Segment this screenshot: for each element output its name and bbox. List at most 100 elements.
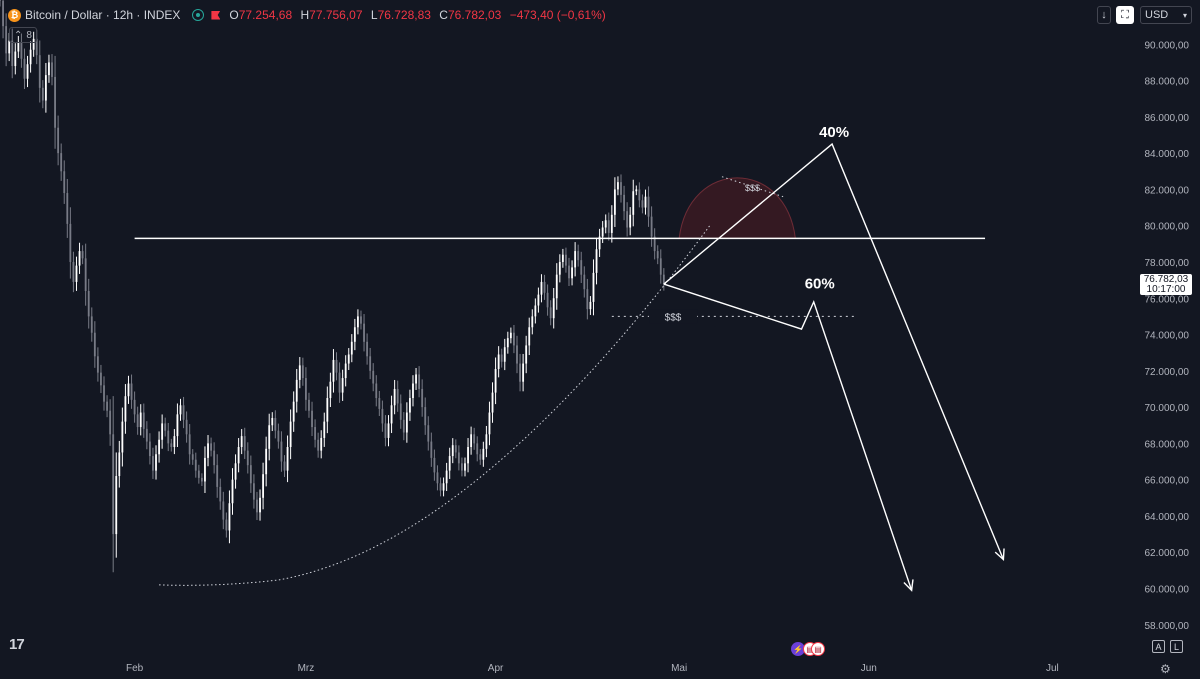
- flag-icon[interactable]: [211, 10, 221, 20]
- candle-body: [360, 316, 362, 324]
- candle-body: [51, 62, 53, 77]
- candle-body: [341, 378, 344, 393]
- candle-body: [262, 474, 265, 498]
- candle-body: [589, 301, 592, 310]
- candle-body: [200, 477, 203, 482]
- us-flag-icon-2[interactable]: ▤: [811, 642, 825, 656]
- candle-body: [503, 347, 506, 362]
- candle-body: [60, 153, 63, 172]
- log-scale-button[interactable]: L: [1170, 640, 1183, 653]
- candle-body: [0, 0, 1, 1]
- candle-body: [470, 434, 473, 448]
- candle-body: [133, 399, 136, 415]
- candle-body: [155, 454, 157, 471]
- candle-body: [81, 251, 84, 259]
- candle-body: [292, 401, 295, 422]
- candle-body: [164, 423, 167, 431]
- indicator-toggle[interactable]: ⌃ 8: [9, 27, 37, 43]
- candle-body: [93, 332, 96, 357]
- candle-body: [476, 443, 479, 455]
- high-value: 77.756,07: [309, 8, 363, 22]
- candle-body: [66, 193, 69, 224]
- candle-body: [148, 441, 151, 457]
- x-tick-label: Jun: [861, 663, 877, 674]
- candle-body: [152, 456, 154, 471]
- candle-body: [369, 356, 372, 371]
- candle-body: [555, 274, 558, 299]
- candle-body: [516, 345, 518, 364]
- candle-body: [188, 434, 191, 455]
- currency-select[interactable]: USD ▾: [1140, 6, 1192, 24]
- candle-body: [338, 372, 341, 393]
- candle-body: [240, 436, 243, 448]
- candle-body: [32, 38, 35, 50]
- candle-body: [219, 486, 222, 502]
- candle-body: [87, 290, 90, 317]
- candle-body: [301, 365, 304, 379]
- candle-body: [63, 171, 66, 194]
- candle-body: [623, 194, 625, 212]
- candle-body: [537, 294, 540, 306]
- candle-body: [204, 457, 206, 482]
- candle-body: [90, 316, 93, 333]
- candle-body: [246, 450, 249, 466]
- candle-body: [506, 338, 509, 348]
- candle-body: [210, 443, 212, 451]
- candle-body: [412, 383, 414, 399]
- candle-body: [583, 274, 586, 290]
- candle-body: [378, 398, 381, 409]
- candle-body: [161, 423, 164, 440]
- candle-body: [216, 465, 219, 487]
- candle-body: [35, 38, 38, 56]
- liquidity-label: $$$: [665, 312, 682, 323]
- chart-header: ₿ Bitcoin / Dollar · 12h · INDEX O77.254…: [8, 6, 611, 24]
- auto-scale-button[interactable]: A: [1152, 640, 1165, 653]
- candle-body: [549, 307, 552, 319]
- candle-body: [265, 448, 268, 475]
- chevron-down-icon: ▾: [1182, 10, 1187, 20]
- candle-body: [534, 305, 537, 317]
- bitcoin-icon: ₿: [8, 8, 21, 22]
- y-tick-label: 72.000,00: [1145, 367, 1190, 378]
- candle-body: [38, 55, 41, 88]
- candle-body: [289, 421, 292, 448]
- candle-body: [519, 363, 521, 382]
- candle-body: [167, 430, 170, 444]
- candle-body: [415, 374, 417, 384]
- y-tick-label: 76.000,00: [1145, 294, 1190, 305]
- dome-liquidity-line: [721, 176, 784, 198]
- event-icon[interactable]: ⚡: [791, 642, 805, 656]
- candle-body: [127, 383, 130, 397]
- x-tick-label: Mai: [671, 663, 687, 674]
- scenario-up-path: [663, 142, 1005, 560]
- y-tick-label: 82.000,00: [1145, 185, 1190, 196]
- candle-body: [228, 503, 231, 531]
- symbol-title[interactable]: Bitcoin / Dollar · 12h · INDEX: [25, 8, 181, 22]
- candle-body: [644, 196, 647, 208]
- candle-body: [427, 425, 430, 442]
- candle-body: [231, 479, 234, 504]
- candle-body: [170, 443, 173, 448]
- candle-body: [20, 42, 23, 59]
- candle-body: [57, 127, 60, 154]
- candle-body: [78, 251, 81, 266]
- candle-body: [357, 316, 359, 328]
- download-arrow-icon[interactable]: ↓: [1097, 6, 1111, 24]
- candle-body: [641, 200, 644, 208]
- candle-body: [457, 452, 460, 464]
- candle-body: [568, 265, 570, 279]
- candle-body: [109, 410, 112, 435]
- currency-label: USD: [1145, 9, 1169, 21]
- candle-body: [384, 423, 387, 438]
- candle-body: [653, 236, 656, 252]
- screenshot-icon[interactable]: ⛶: [1116, 6, 1134, 24]
- candle-body: [72, 261, 75, 282]
- candle-body: [375, 383, 378, 399]
- market-status-icon[interactable]: [192, 9, 205, 21]
- candle-body: [130, 383, 133, 400]
- candle-body: [179, 405, 182, 415]
- tradingview-logo[interactable]: 17: [9, 636, 25, 653]
- candle-body: [139, 412, 142, 428]
- gear-icon[interactable]: ⚙: [1160, 662, 1171, 676]
